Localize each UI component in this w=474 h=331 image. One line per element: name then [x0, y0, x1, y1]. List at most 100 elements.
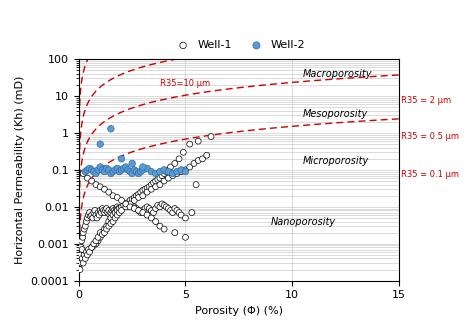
Well-1 — [139, 208, 146, 213]
Well-1 — [175, 156, 183, 162]
Well-1 — [91, 208, 99, 213]
Well-1 — [86, 210, 93, 215]
Well-1 — [128, 197, 136, 202]
Well-1 — [118, 198, 125, 203]
Well-1 — [81, 226, 88, 232]
Well-1 — [177, 169, 185, 174]
Well-1 — [92, 213, 100, 218]
Well-2 — [126, 169, 134, 174]
Well-1 — [160, 178, 168, 184]
Well-1 — [147, 182, 155, 187]
Well-2 — [156, 169, 164, 174]
Well-1 — [146, 206, 153, 211]
Well-1 — [92, 241, 100, 247]
Well-1 — [83, 252, 91, 258]
Well-2 — [177, 167, 185, 172]
Well-1 — [109, 219, 117, 224]
Well-1 — [88, 245, 95, 250]
Well-1 — [88, 213, 95, 218]
Well-1 — [124, 201, 132, 207]
Well-1 — [135, 195, 142, 200]
Text: Mesoporosity: Mesoporosity — [303, 109, 368, 119]
Well-1 — [104, 210, 111, 215]
Well-1 — [87, 214, 94, 219]
Well-1 — [81, 252, 88, 258]
Well-2 — [152, 171, 159, 176]
Well-1 — [78, 256, 86, 261]
Well-1 — [99, 232, 106, 237]
Well-1 — [182, 167, 189, 172]
Well-1 — [124, 200, 132, 205]
Well-1 — [90, 243, 98, 248]
Well-1 — [120, 203, 128, 208]
Well-1 — [82, 223, 89, 229]
Well-1 — [141, 187, 149, 192]
Well-1 — [77, 260, 85, 266]
Well-1 — [76, 241, 84, 247]
Well-1 — [82, 252, 89, 258]
Well-1 — [133, 193, 140, 198]
Well-1 — [163, 204, 170, 210]
Well-1 — [93, 215, 101, 221]
Well-1 — [85, 247, 92, 252]
Well-1 — [137, 210, 145, 215]
Well-1 — [89, 215, 97, 221]
Well-1 — [130, 198, 138, 203]
Well-1 — [126, 200, 134, 205]
Well-1 — [122, 203, 129, 208]
Well-2 — [83, 167, 91, 172]
Well-1 — [83, 175, 91, 181]
Well-1 — [199, 156, 206, 162]
Well-2 — [173, 169, 181, 174]
Well-1 — [122, 201, 129, 207]
Well-2 — [86, 166, 93, 171]
Well-2 — [135, 171, 142, 176]
Well-1 — [100, 226, 108, 232]
Well-1 — [111, 215, 119, 221]
Well-1 — [94, 238, 102, 244]
Well-1 — [190, 161, 198, 166]
Well-1 — [79, 171, 87, 176]
Well-2 — [118, 167, 125, 172]
Well-1 — [147, 187, 155, 192]
Well-1 — [194, 158, 202, 163]
Well-1 — [113, 204, 121, 210]
Well-1 — [164, 167, 172, 172]
Well-2 — [147, 169, 155, 174]
Well-1 — [173, 208, 181, 213]
Well-1 — [186, 165, 193, 170]
Well-2 — [128, 171, 136, 176]
Well-1 — [116, 206, 123, 211]
Well-1 — [173, 171, 181, 176]
Legend: Well-1, Well-2: Well-1, Well-2 — [167, 36, 310, 55]
Text: Microporosity: Microporosity — [303, 157, 369, 166]
Well-1 — [154, 177, 162, 182]
Text: R35 = 0.1 μm: R35 = 0.1 μm — [401, 170, 459, 179]
Well-1 — [105, 208, 112, 213]
Well-2 — [133, 169, 140, 174]
Well-1 — [79, 235, 87, 240]
Well-1 — [79, 230, 87, 235]
Well-1 — [163, 169, 170, 174]
Well-1 — [158, 173, 166, 178]
Well-1 — [122, 201, 129, 207]
Well-1 — [86, 249, 93, 255]
Well-2 — [143, 166, 151, 171]
Well-2 — [130, 167, 138, 172]
Well-1 — [130, 204, 138, 210]
Well-1 — [82, 219, 90, 224]
Well-1 — [78, 247, 86, 252]
Well-1 — [169, 210, 176, 215]
Y-axis label: Horizontal Permeability (Kh) (mD): Horizontal Permeability (Kh) (mD) — [15, 76, 25, 264]
Well-1 — [167, 208, 174, 213]
Well-1 — [135, 208, 142, 213]
Well-1 — [83, 249, 91, 255]
Text: Nanoporosity: Nanoporosity — [271, 216, 336, 226]
Well-1 — [77, 260, 85, 266]
Well-1 — [137, 190, 145, 195]
Well-2 — [109, 169, 117, 174]
X-axis label: Porosity (Φ) (%): Porosity (Φ) (%) — [195, 306, 283, 316]
Well-2 — [139, 165, 146, 170]
Well-1 — [171, 161, 179, 166]
Well-2 — [124, 167, 132, 172]
